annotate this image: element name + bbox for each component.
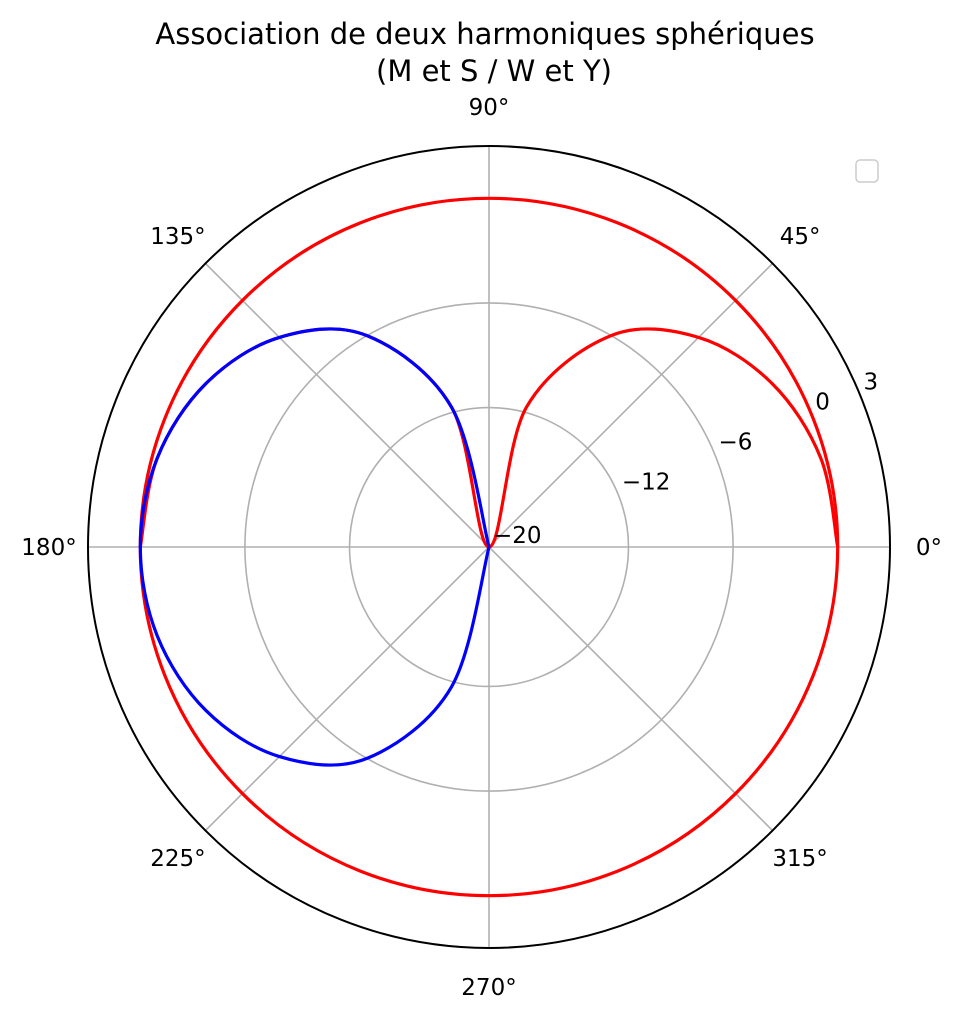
chart-subtitle: (M et S / W et Y) bbox=[376, 54, 612, 88]
tick-labels: 0° 45° 90° 135° 180° 225° 270° 315° −20 −12 −6 0 3 bbox=[21, 95, 942, 1001]
r-tick-label: −6 bbox=[719, 430, 753, 456]
theta-tick-label: 180° bbox=[21, 535, 76, 561]
r-tick-label: 0 bbox=[815, 390, 830, 416]
theta-gridline bbox=[204, 546, 490, 832]
theta-gridline bbox=[204, 262, 490, 548]
theta-gridline bbox=[488, 262, 774, 548]
theta-tick-label: 135° bbox=[150, 224, 205, 250]
series-layer bbox=[87, 145, 891, 949]
theta-tick-label: 225° bbox=[150, 846, 205, 872]
theta-tick-label: 0° bbox=[916, 535, 942, 561]
chart-title: Association de deux harmoniques sphériqu… bbox=[155, 17, 814, 51]
theta-tick-label: 315° bbox=[772, 846, 827, 872]
r-tick-label: −12 bbox=[622, 470, 671, 496]
r-tick-label: 3 bbox=[864, 370, 879, 396]
r-tick-label: −20 bbox=[493, 523, 542, 549]
polar-frame bbox=[87, 145, 891, 949]
theta-gridline bbox=[488, 546, 774, 832]
theta-tick-label: 90° bbox=[469, 95, 510, 121]
theta-tick-label: 45° bbox=[780, 224, 821, 250]
r-gridline bbox=[244, 302, 734, 792]
legend-box bbox=[855, 159, 879, 183]
theta-tick-label: 270° bbox=[461, 975, 516, 1001]
series-line-2 bbox=[138, 327, 491, 767]
r-gridline bbox=[348, 406, 630, 688]
